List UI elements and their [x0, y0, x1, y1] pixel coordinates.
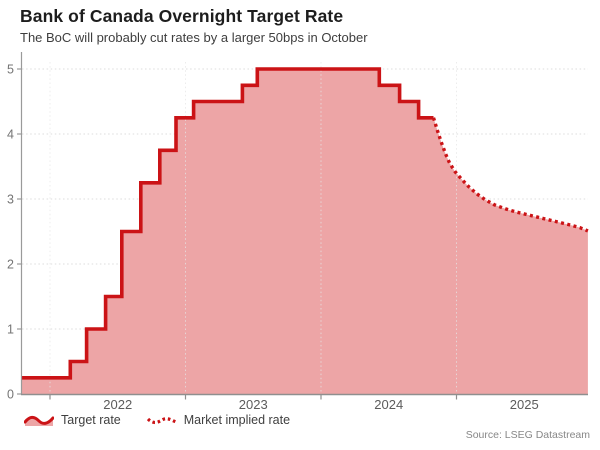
x-tick-label-2025: 2025 [510, 397, 539, 412]
y-tick-label-3: 3 [7, 193, 14, 207]
legend-label-market-implied-rate: Market implied rate [183, 413, 291, 427]
y-tick-label-5: 5 [7, 63, 14, 77]
target-rate-swatch-icon [24, 415, 54, 426]
y-tick-label-1: 1 [7, 323, 14, 337]
legend-item-market-implied-rate: Market implied rate [146, 413, 291, 427]
implied-rate-line [431, 117, 589, 233]
market-implied-rate-swatch-icon [146, 416, 177, 424]
x-tick-label-2022: 2022 [103, 397, 132, 412]
y-tick-label-0: 0 [7, 388, 14, 402]
x-tick-label-2023: 2023 [239, 397, 268, 412]
rate-area-fill [21, 69, 588, 394]
legend-label-target-rate: Target rate [61, 413, 121, 427]
y-tick-label-4: 4 [7, 128, 14, 142]
legend-item-target-rate: Target rate [24, 413, 121, 427]
x-tick-label-2024: 2024 [374, 397, 403, 412]
target-rate-line [21, 67, 434, 380]
rate-chart-plot: 2022 2023 2024 2025 0 1 2 3 4 5 [7, 52, 589, 412]
source-credit: Source: LSEG Datastream [465, 429, 590, 441]
chart-subtitle: The BoC will probably cut rates by a lar… [20, 30, 368, 45]
legend: Target rate Market implied rate [24, 413, 290, 427]
y-tick-label-2: 2 [7, 258, 14, 272]
chart-title: Bank of Canada Overnight Target Rate [20, 6, 344, 26]
